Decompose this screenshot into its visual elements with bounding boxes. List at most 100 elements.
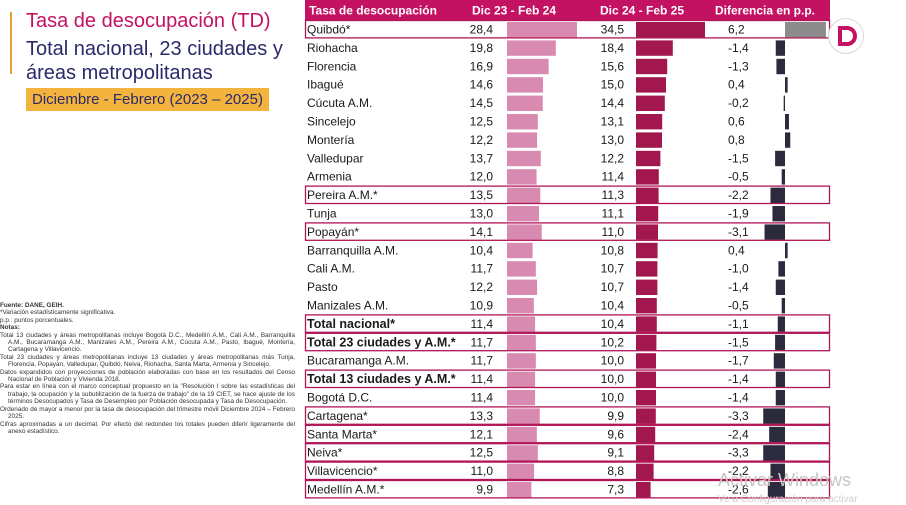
- prev-bar: [507, 371, 536, 387]
- curr-bar: [636, 114, 663, 130]
- diff-bar: [775, 40, 785, 56]
- curr-value-label: 9,1: [607, 446, 624, 460]
- diff-value-label: -1,4: [728, 391, 749, 405]
- prev-bar: [507, 58, 549, 75]
- diff-bar: [775, 390, 785, 406]
- curr-value-label: 12,2: [601, 151, 625, 165]
- curr-bar: [636, 22, 705, 38]
- curr-bar: [636, 353, 656, 369]
- diff-bar: [763, 445, 785, 461]
- row-highlight-box: [304, 314, 831, 333]
- diff-bar: [785, 77, 788, 93]
- curr-bar: [636, 279, 658, 295]
- prev-value-label: 14,6: [470, 78, 494, 92]
- diff-value-label: -2,6: [728, 483, 749, 497]
- diff-value-label: -1,4: [728, 41, 749, 55]
- row-label: Cúcuta A.M.: [307, 96, 372, 110]
- prev-value-label: 11,0: [471, 464, 494, 478]
- row-label: Villavicencio*: [307, 464, 378, 478]
- curr-bar: [636, 334, 657, 351]
- row-label: Tunja: [307, 207, 337, 221]
- prev-value-label: 11,7: [471, 335, 494, 349]
- curr-value-label: 10,2: [601, 335, 625, 349]
- row-label: Medellín A.M.*: [307, 483, 385, 497]
- diff-bar: [776, 58, 785, 75]
- curr-bar: [636, 463, 654, 479]
- diff-value-label: -1,9: [728, 207, 749, 221]
- curr-value-label: 18,4: [601, 41, 625, 55]
- prev-value-label: 10,9: [470, 299, 494, 313]
- prev-value-label: 11,7: [471, 354, 494, 368]
- source-note: Fuente: DANE, GEIH.: [0, 302, 64, 309]
- prev-bar: [507, 279, 538, 295]
- diff-value-label: -1,5: [728, 335, 749, 349]
- row-label: Sincelejo: [307, 115, 356, 129]
- curr-bar: [636, 298, 657, 314]
- curr-value-label: 15,6: [601, 59, 625, 73]
- prev-bar: [507, 426, 537, 443]
- prev-bar: [507, 408, 540, 424]
- dane-logo: [828, 18, 864, 54]
- row-label: Popayán*: [307, 225, 359, 239]
- row-highlight-box: [304, 461, 831, 481]
- column-header: Dic 23 - Feb 24: [472, 4, 556, 18]
- diff-bar: [773, 353, 785, 369]
- row-label: Neiva*: [307, 446, 343, 460]
- prev-bar: [507, 482, 532, 498]
- curr-value-label: 11,0: [602, 225, 625, 239]
- curr-bar: [636, 261, 658, 277]
- curr-bar: [636, 77, 666, 93]
- curr-bar: [636, 426, 656, 443]
- diff-bar: [785, 114, 789, 130]
- curr-bar: [636, 95, 665, 111]
- prev-value-label: 12,2: [470, 280, 494, 294]
- curr-value-label: 10,8: [601, 243, 625, 257]
- prev-bar: [507, 261, 536, 277]
- diff-bar: [767, 482, 785, 498]
- curr-value-label: 34,5: [601, 23, 625, 37]
- diff-value-label: 0,8: [728, 133, 745, 147]
- diff-value-label: -1,4: [728, 280, 749, 294]
- prev-bar: [507, 206, 540, 222]
- row-label: Total 23 ciudades y A.M.*: [307, 335, 456, 349]
- note-item: Total 23 ciudades y áreas metropolitanas…: [0, 353, 295, 369]
- row-label: Santa Marta*: [307, 427, 377, 441]
- curr-value-label: 10,4: [601, 299, 625, 313]
- diff-bar: [785, 132, 791, 148]
- prev-value-label: 16,9: [470, 59, 494, 73]
- curr-bar: [636, 206, 659, 222]
- row-highlight-box: [304, 479, 831, 499]
- row-label: Cali A.M.: [307, 262, 355, 276]
- diff-bar: [781, 169, 785, 185]
- title-accent-bar: [10, 12, 12, 74]
- row-label: Montería: [307, 133, 355, 147]
- diff-bar: [775, 150, 785, 167]
- diff-value-label: -3,1: [728, 225, 749, 239]
- curr-value-label: 13,1: [601, 115, 625, 129]
- row-label: Pasto: [307, 280, 338, 294]
- curr-value-label: 10,0: [601, 391, 625, 405]
- prev-bar: [507, 77, 543, 93]
- prev-value-label: 9,9: [476, 483, 493, 497]
- curr-bar: [636, 390, 656, 406]
- diff-value-label: 0,4: [728, 243, 745, 257]
- prev-bar: [507, 242, 533, 259]
- curr-value-label: 10,4: [601, 317, 625, 331]
- row-label: Manizales A.M.: [307, 299, 388, 313]
- prev-bar: [507, 334, 536, 351]
- curr-value-label: 10,7: [601, 262, 625, 276]
- diff-value-label: 0,6: [728, 115, 745, 129]
- diff-value-label: -0,5: [728, 299, 749, 313]
- row-label: Total 13 ciudades y A.M.*: [307, 372, 456, 386]
- prev-bar: [507, 353, 536, 369]
- prev-bar: [507, 390, 536, 406]
- prev-value-label: 12,5: [470, 115, 494, 129]
- prev-bar: [507, 114, 538, 130]
- prev-value-label: 13,0: [470, 207, 494, 221]
- curr-value-label: 11,4: [602, 170, 625, 184]
- diff-bar: [781, 298, 785, 314]
- row-label: Barranquilla A.M.: [307, 243, 398, 257]
- row-label: Bucaramanga A.M.: [307, 354, 409, 368]
- row-highlight-box: [304, 369, 831, 389]
